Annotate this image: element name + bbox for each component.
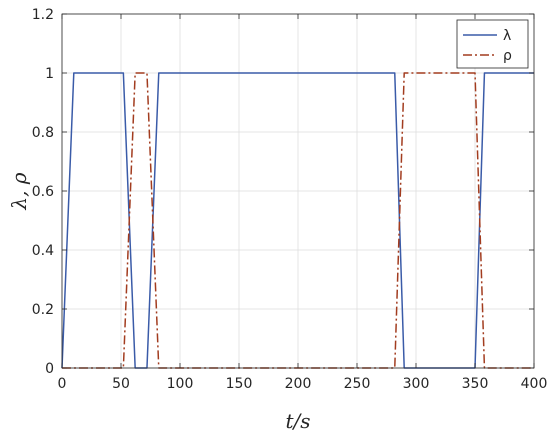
x-tick-label: 400 xyxy=(521,376,548,392)
axis-ticks: 0 50 100 150 200 250 300 350 400 0 0.2 0.4 0.6 0.8 1 1.… xyxy=(32,7,548,392)
y-tick-label: 0.2 xyxy=(32,302,54,318)
y-tick-label: 0 xyxy=(45,361,54,377)
series-line-0 xyxy=(61,72,534,369)
y-tick-label: 1.2 xyxy=(32,7,54,23)
legend-label-lambda: λ xyxy=(503,28,511,44)
y-tick-label: 0.6 xyxy=(32,184,54,200)
legend-box xyxy=(456,19,529,69)
x-tick-label: 100 xyxy=(167,376,194,392)
x-tick-label: 200 xyxy=(285,376,312,392)
series-layer xyxy=(61,72,534,369)
legend: λ ρ xyxy=(456,19,529,69)
x-tick-label: 0 xyxy=(58,376,67,392)
y-tick-label: 1 xyxy=(45,66,54,82)
y-tick-label: 0.8 xyxy=(32,125,54,141)
x-tick-label: 300 xyxy=(403,376,430,392)
x-tick-label: 250 xyxy=(344,376,371,392)
legend-label-rho: ρ xyxy=(503,48,512,64)
x-tick-label: 150 xyxy=(226,376,253,392)
x-tick-label: 350 xyxy=(462,376,489,392)
y-tick-label: 0.4 xyxy=(32,243,54,259)
x-tick-label: 50 xyxy=(112,376,130,392)
y-axis-label: λ, ρ xyxy=(7,172,31,210)
series-line-1 xyxy=(62,72,534,369)
x-axis-label: t/s xyxy=(285,409,310,433)
